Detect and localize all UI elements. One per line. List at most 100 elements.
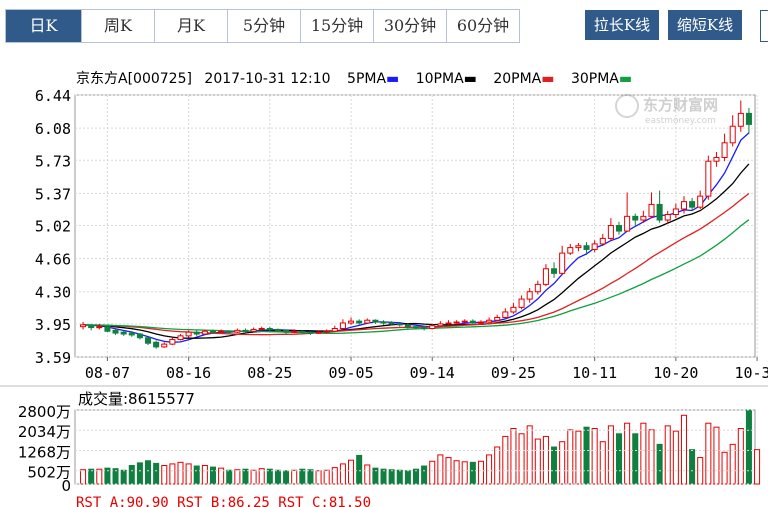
candle-body	[494, 316, 501, 321]
volume-bar	[169, 463, 176, 485]
volume-bar	[583, 426, 590, 485]
volume-bar	[339, 463, 346, 485]
candle	[331, 325, 338, 333]
candle-body	[242, 329, 249, 332]
candle	[80, 322, 87, 330]
candle	[234, 328, 241, 334]
candle	[128, 331, 135, 337]
candle	[583, 242, 590, 255]
candle	[494, 314, 501, 322]
volume-bar	[575, 430, 582, 485]
volume-bar	[242, 468, 249, 485]
candle-body	[193, 331, 200, 335]
candle	[145, 336, 152, 346]
volume-bar	[461, 461, 468, 485]
volume-tick-label: 2800万	[18, 403, 71, 421]
tab-daily[interactable]: 日K	[6, 10, 82, 42]
candle-body	[380, 321, 387, 324]
candle-body	[388, 322, 395, 325]
stretch-kline-button[interactable]: 拉长K线	[585, 10, 659, 40]
volume-bar	[567, 429, 574, 485]
candle	[226, 330, 233, 335]
tab-monthly[interactable]: 月K	[155, 10, 228, 42]
tab-60min[interactable]: 60分钟	[447, 10, 519, 42]
candle-body	[615, 225, 623, 232]
overflow-button[interactable]	[760, 10, 768, 42]
candle-body	[599, 237, 606, 245]
candle	[510, 302, 517, 314]
candle	[591, 240, 598, 253]
volume-bar	[299, 468, 306, 485]
candle	[559, 245, 566, 276]
price-tick-label: 4.66	[35, 251, 71, 269]
price-tick-label: 5.02	[35, 218, 71, 236]
candle-body	[226, 330, 233, 333]
volume-bar	[323, 469, 330, 485]
candle-body	[112, 329, 119, 334]
candle	[250, 327, 257, 333]
candle	[169, 337, 176, 346]
candle-body	[559, 252, 566, 274]
candle	[607, 218, 614, 241]
volume-bar	[534, 438, 541, 485]
candle-body	[453, 321, 460, 324]
candle-body	[88, 325, 95, 329]
volume-bar	[477, 460, 484, 485]
volume-tick-label: 1268万	[18, 443, 71, 461]
candle	[201, 329, 208, 335]
volume-bar	[437, 454, 444, 485]
candle	[526, 288, 533, 303]
volume-bar	[754, 449, 761, 485]
tab-5min[interactable]: 5分钟	[228, 10, 301, 42]
volume-bar	[185, 463, 192, 485]
volume-label: 成交量:8615577	[78, 390, 195, 408]
price-tick-label: 6.08	[35, 120, 71, 138]
date-tick-label: 08-16	[166, 364, 211, 382]
volume-bar	[291, 469, 298, 485]
tab-30min[interactable]: 30分钟	[374, 10, 447, 42]
candle-body	[721, 142, 728, 159]
volume-bar	[412, 468, 420, 485]
candle	[161, 342, 168, 348]
volume-bar	[258, 468, 265, 485]
candle-body	[396, 323, 403, 326]
volume-bar	[615, 433, 623, 485]
price-tick-label: 3.59	[35, 349, 71, 367]
candle-body	[120, 331, 127, 335]
rst-indicator-text: RST A:90.90 RST B:86.25 RST C:81.50	[76, 495, 371, 507]
candle	[624, 192, 631, 232]
volume-bar	[404, 470, 411, 485]
candle-body	[502, 311, 509, 318]
watermark-logo-icon	[615, 94, 639, 118]
volume-bar	[218, 467, 225, 485]
candle	[323, 329, 330, 334]
candle	[648, 192, 655, 219]
candle-body	[96, 326, 103, 329]
tab-15min[interactable]: 15分钟	[301, 10, 374, 42]
volume-bar	[356, 454, 363, 485]
candle-body	[461, 320, 468, 323]
candle-body	[218, 330, 225, 333]
candle-body	[624, 215, 631, 232]
watermark-cn: 东方财富网	[643, 96, 718, 114]
candle	[689, 197, 696, 211]
candle	[372, 319, 379, 324]
tab-weekly[interactable]: 周K	[82, 10, 155, 42]
candle	[380, 320, 387, 325]
candle-body	[437, 323, 444, 327]
shorten-kline-button[interactable]: 缩短K线	[668, 10, 742, 40]
candle-body	[591, 243, 598, 250]
candle	[461, 319, 468, 323]
candle	[177, 334, 184, 341]
volume-bar	[551, 446, 558, 485]
candlesticks	[80, 100, 752, 349]
candle	[299, 330, 306, 335]
candle	[266, 326, 273, 332]
volume-bar	[120, 469, 127, 485]
volume-bar	[266, 468, 273, 485]
volume-bar	[380, 468, 387, 485]
candle	[136, 333, 143, 340]
candle-body	[161, 343, 168, 348]
candle	[640, 210, 647, 223]
